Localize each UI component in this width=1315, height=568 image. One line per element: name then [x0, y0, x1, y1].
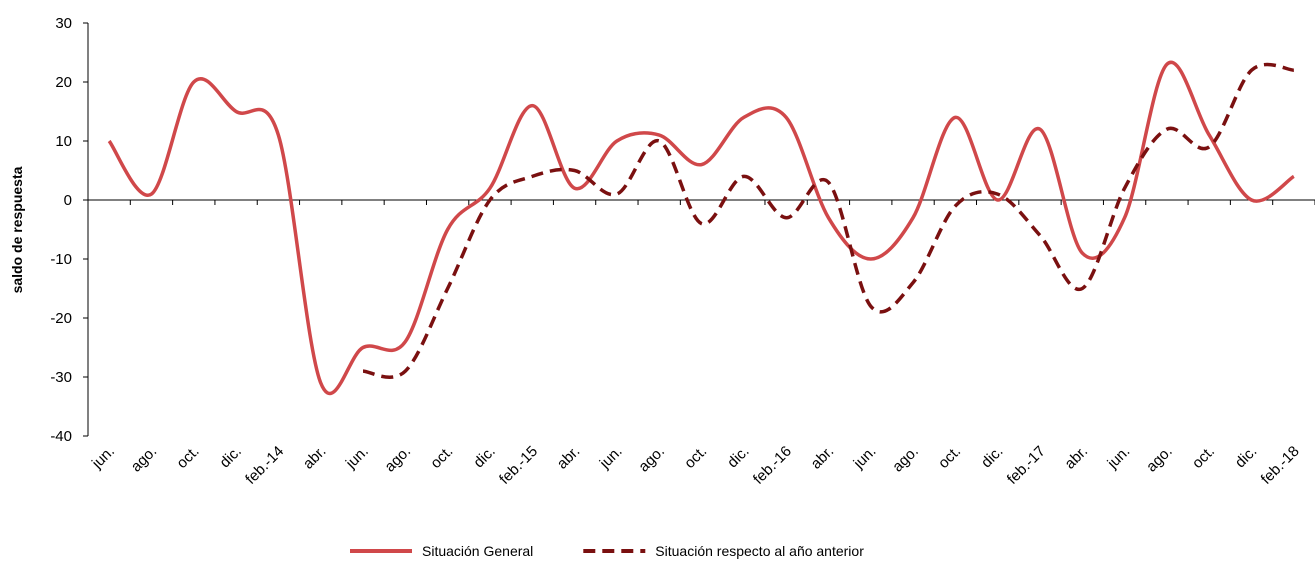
y-tick-label: 30	[55, 15, 72, 32]
x-tick-label: abr.	[1061, 443, 1091, 473]
x-tick-label: feb.-17	[1004, 443, 1049, 488]
x-tick-label: feb.-14	[242, 443, 287, 488]
x-tick-label: ago.	[1143, 443, 1176, 476]
y-tick-label: 20	[55, 74, 72, 91]
y-tick-label: 10	[55, 133, 72, 150]
x-tick-label: jun.	[596, 443, 626, 473]
y-axis-label: saldo de respuesta	[9, 166, 25, 293]
x-tick-label: oct.	[427, 443, 456, 472]
x-tick-label: feb.-15	[496, 443, 541, 488]
x-tick-label: jun.	[1104, 443, 1134, 473]
x-tick-label: feb.-18	[1258, 443, 1303, 488]
x-tick-label: dic.	[1232, 443, 1261, 472]
y-tick-label: -20	[50, 310, 72, 327]
x-tick-label: oct.	[681, 443, 710, 472]
line-series	[107, 60, 1295, 396]
x-tick-label: jun.	[342, 443, 372, 473]
x-tick-label: oct.	[173, 443, 202, 472]
x-tick-label: abr.	[300, 443, 330, 473]
x-tick-label: ago.	[889, 443, 922, 476]
x-tick-label: feb.-16	[750, 443, 795, 488]
x-tick-label: dic.	[216, 443, 245, 472]
x-tick-label: dic.	[724, 443, 753, 472]
x-tick-label: abr.	[808, 443, 838, 473]
x-tick-label: jun.	[850, 443, 880, 473]
line-series	[362, 62, 1295, 379]
x-tick-label: oct.	[1189, 443, 1218, 472]
legend-label: Situación General	[422, 543, 533, 559]
x-tick-label: ago.	[635, 443, 668, 476]
y-tick-label: -10	[50, 251, 72, 268]
legend-label: Situación respecto al año anterior	[655, 543, 864, 559]
x-tick-label: jun.	[88, 443, 118, 473]
x-tick-label: oct.	[935, 443, 964, 472]
x-tick-label: abr.	[554, 443, 584, 473]
x-tick-label: dic.	[470, 443, 499, 472]
x-tick-label: ago.	[128, 443, 161, 476]
y-tick-label: -40	[50, 428, 72, 445]
y-tick-label: 0	[64, 192, 72, 209]
x-tick-label: ago.	[381, 443, 414, 476]
y-tick-label: -30	[50, 369, 72, 386]
x-tick-label: dic.	[978, 443, 1007, 472]
